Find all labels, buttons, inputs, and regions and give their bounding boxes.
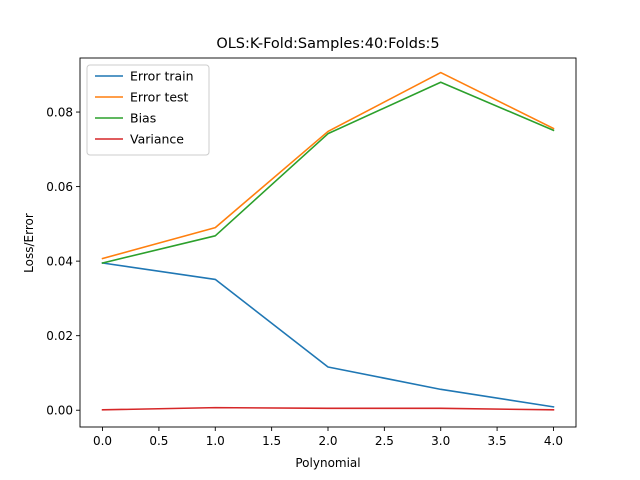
y-tick-label: 0.06 — [46, 180, 73, 194]
plot-area: 0.0 0.5 1.0 1.5 2.0 2.5 3.0 3.5 4.0 0.00 0.02 0.04 0… — [46, 57, 577, 448]
x-tick-label: 1.0 — [206, 434, 225, 448]
legend-label: Error train — [130, 69, 194, 84]
series-line-0 — [101, 262, 555, 408]
legend-label: Variance — [130, 132, 184, 147]
x-tick-label: 4.0 — [544, 434, 563, 448]
x-tick-label: 3.0 — [431, 434, 450, 448]
legend-label: Error test — [130, 90, 189, 105]
x-axis-label: Polynomial — [295, 456, 360, 470]
y-axis-label: Loss/Error — [22, 213, 36, 273]
legend-box — [86, 64, 210, 156]
chart-title: OLS:K-Fold:Samples:40:Folds:5 — [216, 36, 439, 52]
y-tick-label: 0.08 — [46, 106, 73, 120]
x-tick-label: 0.5 — [149, 434, 168, 448]
series-line-3 — [101, 406, 555, 411]
x-tick-label: 2.5 — [375, 434, 394, 448]
x-tick-label: 1.5 — [262, 434, 281, 448]
y-tick-label: 0.00 — [46, 404, 73, 418]
legend-label: Bias — [130, 111, 156, 126]
x-tick-label: 3.5 — [488, 434, 507, 448]
x-tick-label: 0.0 — [93, 434, 112, 448]
series-line-1 — [101, 71, 555, 260]
legend: Error train Error test Bias Variance — [86, 64, 210, 156]
y-tick-label: 0.04 — [46, 255, 73, 269]
y-tick-label: 0.02 — [46, 329, 73, 343]
series-line-2 — [101, 81, 555, 264]
x-tick-label: 2.0 — [318, 434, 337, 448]
